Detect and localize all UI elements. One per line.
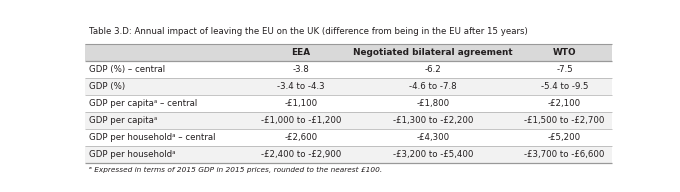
Text: -£1,500 to -£2,700: -£1,500 to -£2,700 — [524, 117, 605, 126]
Text: -£5,200: -£5,200 — [548, 133, 581, 142]
Text: -£2,600: -£2,600 — [284, 133, 318, 142]
Text: GDP per capitaᵃ – central: GDP per capitaᵃ – central — [89, 99, 197, 108]
Text: WTO: WTO — [553, 48, 577, 57]
Text: GDP per capitaᵃ: GDP per capitaᵃ — [89, 117, 158, 126]
Bar — [85, 61, 612, 79]
Text: -4.6 to -7.8: -4.6 to -7.8 — [409, 83, 457, 91]
Text: -3.8: -3.8 — [292, 65, 309, 74]
Text: -3.4 to -4.3: -3.4 to -4.3 — [277, 83, 325, 91]
Text: GDP (%) – central: GDP (%) – central — [89, 65, 165, 74]
Text: -£4,300: -£4,300 — [416, 133, 449, 142]
Text: -£1,100: -£1,100 — [284, 99, 318, 108]
Text: EEA: EEA — [292, 48, 311, 57]
Text: -£3,200 to -£5,400: -£3,200 to -£5,400 — [392, 151, 473, 160]
Bar — [85, 45, 612, 61]
Text: -£3,700 to -£6,600: -£3,700 to -£6,600 — [524, 151, 605, 160]
Text: -£1,800: -£1,800 — [416, 99, 449, 108]
Text: -7.5: -7.5 — [556, 65, 573, 74]
Text: -5.4 to -9.5: -5.4 to -9.5 — [541, 83, 588, 91]
Bar — [85, 129, 612, 146]
Text: Negotiated bilateral agreement: Negotiated bilateral agreement — [353, 48, 513, 57]
Text: Table 3.D: Annual impact of leaving the EU on the UK (difference from being in t: Table 3.D: Annual impact of leaving the … — [89, 27, 528, 36]
Bar — [85, 95, 612, 113]
Text: GDP (%): GDP (%) — [89, 83, 125, 91]
Text: -£2,400 to -£2,900: -£2,400 to -£2,900 — [261, 151, 341, 160]
Text: GDP per householdᵃ – central: GDP per householdᵃ – central — [89, 133, 216, 142]
Text: ᵃ Expressed in terms of 2015 GDP in 2015 prices, rounded to the nearest £100.: ᵃ Expressed in terms of 2015 GDP in 2015… — [89, 166, 382, 173]
Text: -6.2: -6.2 — [424, 65, 441, 74]
Bar — [85, 79, 612, 95]
Text: -£2,100: -£2,100 — [548, 99, 581, 108]
Bar — [85, 146, 612, 164]
Bar — [85, 113, 612, 129]
Text: -£1,300 to -£2,200: -£1,300 to -£2,200 — [392, 117, 473, 126]
Text: -£1,000 to -£1,200: -£1,000 to -£1,200 — [261, 117, 341, 126]
Text: GDP per householdᵃ: GDP per householdᵃ — [89, 151, 175, 160]
